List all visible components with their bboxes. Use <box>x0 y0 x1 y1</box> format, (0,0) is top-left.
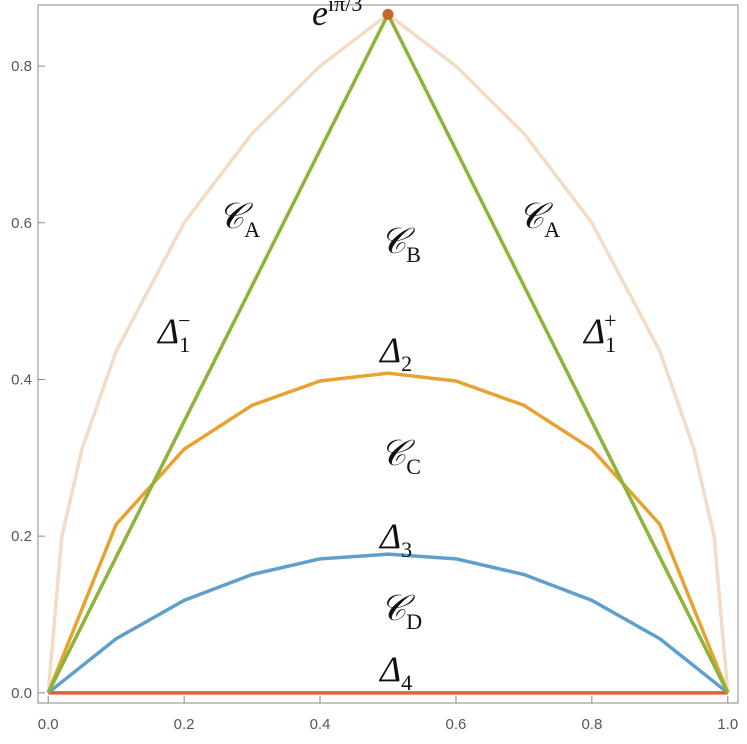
annotation: Δ3 <box>378 516 412 562</box>
annotation: 𝒞A <box>518 196 560 242</box>
y-tick-label: 0.0 <box>11 685 32 702</box>
annotation-text: Δ <box>378 330 401 370</box>
annotation-sub: 3 <box>401 537 412 562</box>
annotation-text: Δ <box>582 311 605 351</box>
annotation-text: Δ <box>378 649 401 689</box>
x-tick-label: 0.0 <box>38 716 59 733</box>
annotation-sub: A <box>244 217 260 242</box>
annotation: eiπ/3 <box>312 0 362 33</box>
x-tick-label: 0.4 <box>310 716 331 733</box>
x-tick-label: 0.8 <box>581 716 602 733</box>
annotation-sub: C <box>406 454 421 479</box>
annotation-sub: 1 <box>605 332 616 357</box>
annotation-sub: A <box>544 217 560 242</box>
annotation-text: e <box>312 0 328 33</box>
annotation-text: Δ <box>156 311 179 351</box>
annotation-sup: iπ/3 <box>328 0 362 16</box>
x-tick-label: 0.2 <box>174 716 195 733</box>
plot-frame <box>37 4 739 704</box>
y-tick-label: 0.2 <box>11 528 32 545</box>
y-tick-label: 0.8 <box>11 58 32 75</box>
annotation-sub: 4 <box>401 670 412 695</box>
annotation-text: Δ <box>378 516 401 556</box>
curve <box>46 371 730 694</box>
curve <box>47 552 729 695</box>
annotation: Δ2 <box>378 330 412 376</box>
annotation-sup: − <box>178 308 190 333</box>
annotation: Δ1+ <box>582 308 617 357</box>
annotation: 𝒞C <box>380 433 421 479</box>
annotation-sub: D <box>406 609 422 634</box>
x-tick-label: 0.6 <box>446 716 467 733</box>
annotation: 𝒞D <box>380 588 422 634</box>
annotation: 𝒞B <box>380 221 421 267</box>
y-tick-label: 0.6 <box>11 215 32 232</box>
annotation-sub: B <box>406 242 421 267</box>
y-tick-label: 0.4 <box>11 371 32 388</box>
annotation-sub: 2 <box>401 351 412 376</box>
x-tick-label: 1.0 <box>717 716 738 733</box>
annotation-sup: + <box>604 308 616 333</box>
annotation-sub: 1 <box>179 332 190 357</box>
annotation: Δ4 <box>378 649 412 695</box>
annotation: 𝒞A <box>218 196 260 242</box>
annotation: Δ1− <box>156 308 191 357</box>
point <box>382 8 394 20</box>
